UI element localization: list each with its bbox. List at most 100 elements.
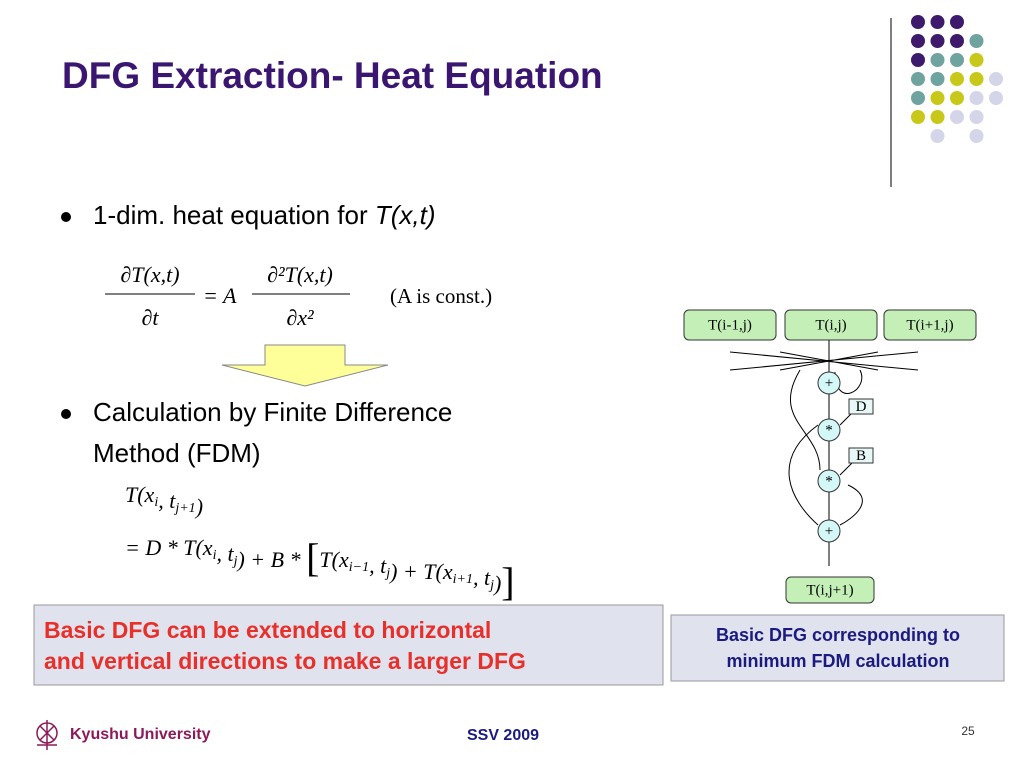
dot [911,34,925,48]
slide-title: DFG Extraction- Heat Equation [62,55,603,96]
logo [36,720,58,750]
dot [911,110,925,124]
subscript: i−1 [349,560,369,575]
edge [788,369,863,526]
dot [950,72,964,86]
dot [950,53,964,67]
note-text: minimum FDM calculation [726,651,949,671]
dot [989,91,1003,105]
math-text: T(x [125,482,155,507]
dot [930,91,945,105]
math-text: T(x [319,547,349,572]
eq-numerator: ∂²T(x,t) [267,262,333,287]
dot [950,110,964,124]
op-node [817,469,841,493]
math-text: , t [369,553,387,578]
math-text: , t [158,488,176,513]
eq-operator: = A [203,283,237,308]
dot [950,15,964,29]
math-text: , t [216,541,234,566]
bullet-text: Calculation by Finite Difference [93,397,452,427]
constant: D [856,399,867,415]
input-node-box [683,309,777,341]
bullet-text: 1-dim. heat equation for T(x,t) [93,200,436,230]
op-node [817,418,841,442]
footer-event: SSV 2009 [467,727,539,744]
constant: B [856,448,866,464]
input-node: T(i-1,j) [708,317,752,333]
op-label: * [825,473,833,489]
note-box [33,604,664,686]
bullet-text: 1-dim. heat equation for [93,200,375,230]
dot [969,34,984,48]
edge [729,351,919,371]
dot [969,72,984,86]
math-text: = D * T(x [125,535,213,560]
input-node-box [883,309,977,341]
dfg-nodes: T(i-1,j) T(i,j) T(i+1,j) + * * + D B T(i,j+1) [683,309,977,604]
dot [911,15,925,29]
note-box [670,614,1005,682]
equation-line: = D * T(xi, tj) + B * [T(xi−1, tj) + T(x… [125,535,515,604]
eq-note: (A is const.) [390,284,492,308]
dot-decoration [911,15,1003,143]
math-text: , t [473,565,491,590]
dot [989,72,1003,86]
subscript: i+1 [453,572,473,587]
dot [930,110,945,124]
op-node [817,371,841,395]
equation-line: T(xi, tj+1) [125,482,203,519]
subscript: j [488,578,494,593]
input-node: T(i+1,j) [906,317,953,333]
math-text: ) + T(x [388,559,453,584]
page-number: 25 [961,724,975,738]
bullet-dot [61,212,71,222]
subscript: i [154,495,158,510]
dot [950,34,964,48]
op-node [817,519,841,543]
op-label: + [825,375,833,391]
bracket: ] [501,559,514,604]
dot [930,15,945,29]
dot [950,91,964,105]
dfg-diagram [729,340,919,566]
op-label: * [825,422,833,438]
subscript: i [213,548,217,563]
dot [969,129,984,143]
output-node: T(i,j+1) [806,582,853,598]
bullet-text: Method (FDM) [93,438,261,468]
constant-box [848,398,874,415]
math-text: ) [492,571,501,596]
eq-denominator: ∂t [142,305,160,330]
dot [969,91,984,105]
dot [969,53,984,67]
dot [969,110,984,124]
dot [930,129,945,143]
footer-university: Kyushu University [70,726,211,743]
subscript: j [384,566,390,581]
dot [911,53,925,67]
output-node-box [785,576,875,604]
bullet-emphasis: T(x,t) [375,200,436,230]
eq-denominator: ∂x² [286,305,314,330]
down-arrow [221,344,389,387]
subscript: j [232,554,238,569]
constant-box [848,447,874,464]
dot [911,91,925,105]
math-text: ) + B * [235,547,306,572]
bracket: [ [306,535,319,580]
dot [930,53,945,67]
dot [911,72,925,86]
note-text: and vertical directions to make a larger… [44,648,526,674]
dot [930,72,945,86]
bullet-dot [61,409,71,419]
input-node: T(i,j) [815,317,846,333]
math-text: ) [194,494,203,519]
input-node-box [784,309,878,341]
subscript: j+1 [173,501,195,516]
dot [930,34,945,48]
eq-numerator: ∂T(x,t) [120,262,179,287]
